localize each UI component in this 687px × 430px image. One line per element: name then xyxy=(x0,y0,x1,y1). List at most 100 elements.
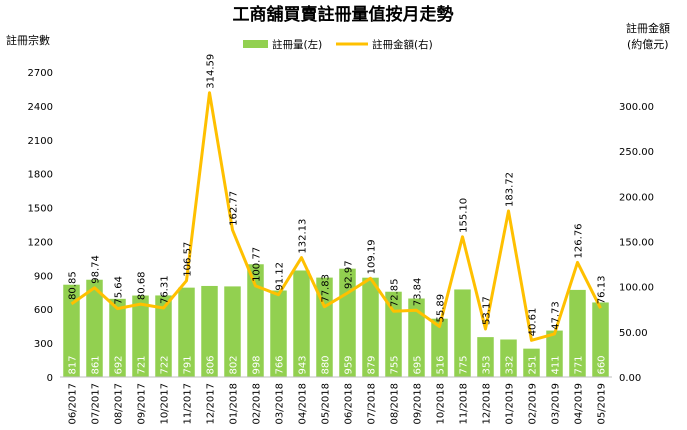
y-right-tick-label: 150.00 xyxy=(619,237,654,248)
y-right-tick-label: 300.00 xyxy=(619,102,654,113)
line-value-label: 77.83 xyxy=(321,274,332,303)
bar xyxy=(247,264,264,377)
line-value-label: 100.77 xyxy=(252,247,263,282)
bar xyxy=(155,295,172,377)
bar xyxy=(316,277,333,377)
line-value-label: 47.73 xyxy=(551,301,562,330)
bar-value-label: 251 xyxy=(528,355,539,374)
bar-value-label: 411 xyxy=(551,355,562,374)
x-tick-label: 10/2017 xyxy=(160,383,171,425)
y-right-ticks: 0.00 50.00 100.00 150.00 200.00 250.00 300.00 xyxy=(619,102,654,384)
y-left-tick-label: 1800 xyxy=(28,170,53,181)
y-left-axis-title: 註冊宗數 xyxy=(6,33,50,47)
bar xyxy=(523,348,540,377)
y-right-tick-label: 200.00 xyxy=(619,192,654,203)
bar xyxy=(592,302,609,377)
bar-value-label: 721 xyxy=(137,355,148,374)
y-right-tick-label: 100.00 xyxy=(619,283,654,294)
bar xyxy=(569,289,586,377)
line-series-path xyxy=(70,91,602,342)
line-value-label: 126.76 xyxy=(574,223,585,258)
bar-value-label: 861 xyxy=(91,355,102,374)
legend-swatch-bar xyxy=(243,40,268,48)
line-value-label: 80.68 xyxy=(137,271,148,300)
line-value-label: 76.31 xyxy=(160,275,171,304)
line-value-label: 73.84 xyxy=(413,278,424,307)
bar xyxy=(178,287,195,377)
bar-value-label: 802 xyxy=(229,355,240,374)
x-tick-label: 01/2018 xyxy=(229,383,240,425)
line-labels: 80.85 98.74 75.64 80.68 76.31 106.57 314.59 162… xyxy=(68,54,608,337)
bar xyxy=(454,289,471,377)
bar xyxy=(477,337,494,377)
bar-labels: 817 861 692 721 722 791 806 802 998 766 943 880 959 8… xyxy=(68,355,608,374)
bar xyxy=(431,318,448,377)
line-value-label: 72.85 xyxy=(390,279,401,308)
y-left-tick-label: 900 xyxy=(34,271,53,282)
line-value-label: 53.17 xyxy=(482,296,493,325)
y-left-tick-label: 300 xyxy=(34,339,53,350)
x-tick-label: 03/2018 xyxy=(275,383,286,425)
x-tick-label: 08/2017 xyxy=(114,383,125,425)
x-tick-label: 12/2018 xyxy=(482,383,493,425)
y-right-tick-label: 50.00 xyxy=(619,328,648,339)
y-right-axis-title-line2: (約億元) xyxy=(627,37,669,51)
bar-value-label: 332 xyxy=(505,355,516,374)
legend-label-bar: 註冊量(左) xyxy=(272,38,322,51)
x-tick-label: 10/2018 xyxy=(436,383,447,425)
x-tick-label: 05/2018 xyxy=(321,383,332,425)
bar xyxy=(224,286,241,377)
bar-value-label: 943 xyxy=(298,355,309,374)
bar-value-label: 353 xyxy=(482,355,493,374)
x-tick-label: 09/2018 xyxy=(413,383,424,425)
bar-value-label: 755 xyxy=(390,355,401,374)
line-value-label: 106.57 xyxy=(183,242,194,277)
line-value-label: 40.61 xyxy=(528,308,539,337)
bar xyxy=(109,298,126,377)
bar-value-label: 516 xyxy=(436,355,447,374)
bar-value-label: 879 xyxy=(367,355,378,374)
bar xyxy=(500,339,517,377)
chart-title: 工商舖買賣註冊量值按月走勢 xyxy=(233,4,454,25)
y-left-tick-label: 2700 xyxy=(28,68,53,79)
y-left-tick-label: 2100 xyxy=(28,136,53,147)
line-value-label: 183.72 xyxy=(505,172,516,207)
x-tick-label: 01/2019 xyxy=(505,383,516,425)
line-value-label: 314.59 xyxy=(206,54,217,89)
y-left-tick-label: 0 xyxy=(47,373,53,384)
bar-value-label: 817 xyxy=(68,355,79,374)
x-tick-label: 06/2018 xyxy=(344,383,355,425)
bar-value-label: 959 xyxy=(344,355,355,374)
bar-value-label: 775 xyxy=(459,355,470,374)
x-tick-label: 08/2018 xyxy=(390,383,401,425)
y-right-tick-label: 250.00 xyxy=(619,147,654,158)
bar-value-label: 660 xyxy=(597,355,608,374)
line-value-label: 55.89 xyxy=(436,294,447,323)
y-left-tick-label: 1200 xyxy=(28,237,53,248)
x-tick-label: 07/2018 xyxy=(367,383,378,425)
bar-value-label: 880 xyxy=(321,355,332,374)
line-value-label: 91.12 xyxy=(275,262,286,291)
bar xyxy=(201,285,218,377)
y-left-ticks: 0 300 600 900 1200 1500 1800 2100 2400 2700 xyxy=(28,68,53,384)
y-left-tick-label: 600 xyxy=(34,305,53,316)
bar-value-label: 791 xyxy=(183,355,194,374)
x-tick-label: 07/2017 xyxy=(91,383,102,425)
bar xyxy=(546,330,563,377)
x-tick-label: 05/2019 xyxy=(597,383,608,425)
x-tick-label: 02/2019 xyxy=(528,383,539,425)
line-value-label: 92.97 xyxy=(344,260,355,289)
bar-value-label: 771 xyxy=(574,355,585,374)
y-right-axis-title-line1: 註冊金額 xyxy=(626,21,670,35)
bar xyxy=(385,291,402,377)
bar xyxy=(362,277,379,377)
bar-value-label: 695 xyxy=(413,355,424,374)
legend: 註冊量(左) 註冊金額(右) xyxy=(243,38,433,51)
bar xyxy=(86,279,103,377)
x-tick-label: 09/2017 xyxy=(137,383,148,425)
bar-value-label: 998 xyxy=(252,355,263,374)
bar-series xyxy=(63,264,609,377)
line-value-label: 109.19 xyxy=(367,239,378,274)
line-value-label: 162.77 xyxy=(229,191,240,226)
